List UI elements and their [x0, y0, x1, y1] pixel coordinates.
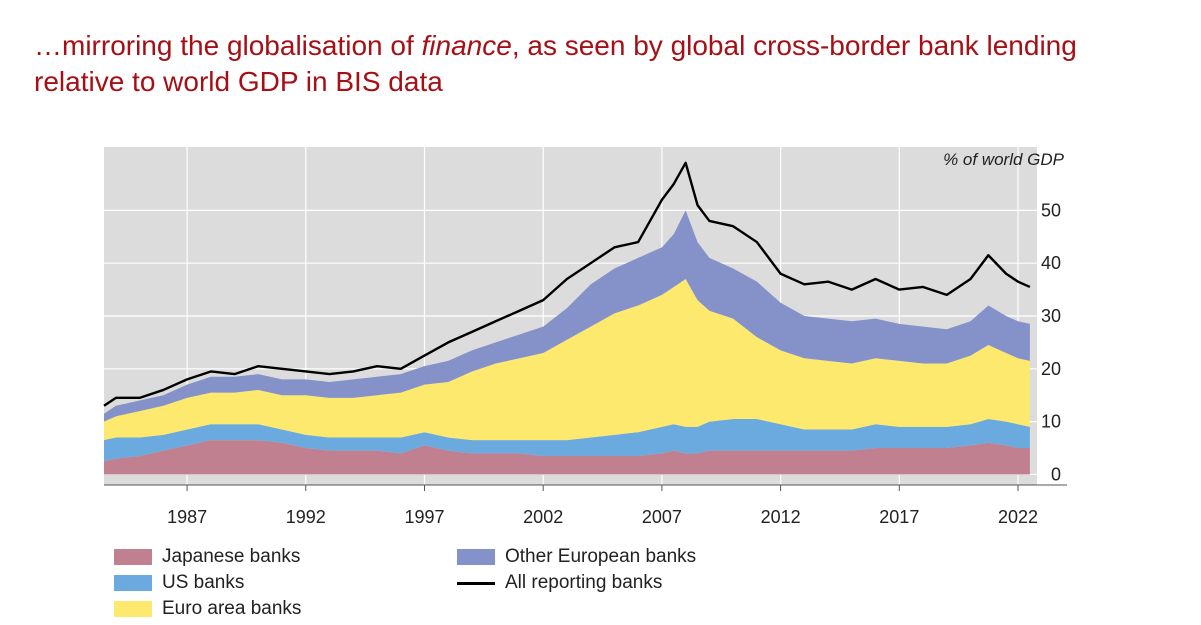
legend-line-all-reporting — [457, 581, 495, 585]
y-axis: 0 10 20 30 40 50 — [1041, 200, 1061, 484]
x-axis: 1987 1992 1997 2002 2007 2012 2017 2022 — [104, 484, 1067, 527]
line-all-reporting-banks — [103, 161, 1031, 407]
area-euro-area-banks — [104, 279, 1030, 441]
area-japanese-banks — [104, 440, 1030, 475]
legend-label-japanese: Japanese banks — [162, 546, 301, 567]
y-tick-label: 50 — [1041, 200, 1061, 220]
legend-swatch-us — [114, 575, 152, 591]
x-tick-label: 2017 — [879, 507, 919, 527]
y-tick-label: 40 — [1041, 253, 1061, 273]
x-tick-label: 1992 — [286, 507, 326, 527]
y-tick-label: 20 — [1041, 359, 1061, 379]
x-tick-label: 2022 — [998, 507, 1038, 527]
legend-japanese-banks: Japanese banks — [114, 544, 300, 570]
x-tick-label: 2012 — [761, 507, 801, 527]
legend-label-us: US banks — [162, 572, 245, 593]
legend-swatch-japanese — [114, 549, 152, 565]
total-line-group — [103, 161, 1031, 407]
legend-other-european-banks: Other European banks — [457, 544, 696, 570]
x-tick-label: 1997 — [404, 507, 444, 527]
y-tick-label: 0 — [1051, 464, 1061, 484]
legend-swatch-other-european — [457, 549, 495, 565]
legend-label-other-european: Other European banks — [505, 546, 697, 567]
chart-title: …mirroring the globalisation of finance,… — [34, 28, 1164, 100]
x-tick-label: 2002 — [523, 507, 563, 527]
title-start: …mirroring the globalisation of — [34, 30, 422, 61]
title-end: , as seen by global cross-border bank le… — [34, 30, 1077, 97]
legend-euro-area-banks: Euro area banks — [114, 596, 301, 622]
area-other-european-banks — [104, 210, 1030, 422]
y-tick-label: 30 — [1041, 306, 1061, 326]
legend-label-euro: Euro area banks — [162, 598, 302, 619]
legend-label-all-reporting: All reporting banks — [505, 572, 663, 593]
unit-label: % of world GDP — [943, 150, 1065, 169]
title-emphasis: finance — [421, 30, 512, 61]
legend-swatch-euro — [114, 601, 152, 617]
x-tick-label: 1987 — [167, 507, 207, 527]
y-tick-label: 10 — [1041, 412, 1061, 432]
stacked-areas — [104, 210, 1030, 475]
right-axis-panel — [1037, 147, 1067, 485]
x-tick-label: 2007 — [642, 507, 682, 527]
legend-all-reporting-banks: All reporting banks — [457, 570, 662, 596]
legend-us-banks: US banks — [114, 570, 244, 596]
